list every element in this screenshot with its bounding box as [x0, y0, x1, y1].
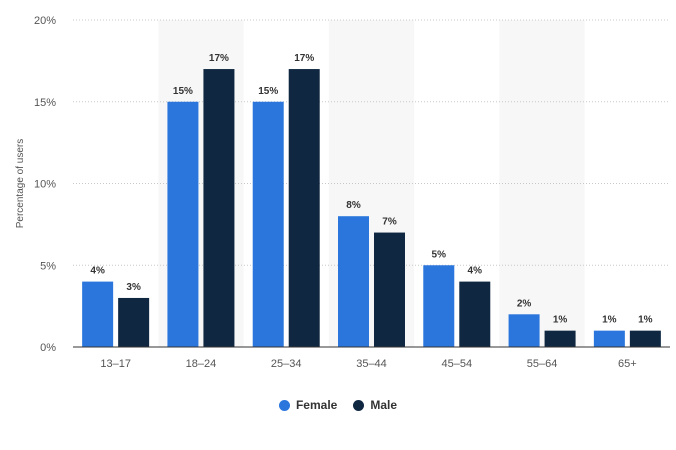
legend-label-male: Male — [370, 398, 398, 412]
bar-female[interactable] — [252, 101, 284, 347]
y-tick-label: 0% — [40, 342, 56, 354]
bar-female[interactable] — [167, 101, 199, 347]
data-label: 15% — [258, 86, 278, 97]
data-label: 17% — [209, 53, 229, 64]
x-tick-label: 25–34 — [271, 358, 302, 370]
chart-legend: Female Male — [0, 398, 676, 412]
data-label: 15% — [173, 86, 193, 97]
data-label: 5% — [432, 249, 447, 260]
y-tick-label: 15% — [34, 97, 56, 109]
bar-female[interactable] — [338, 216, 369, 347]
bar-female[interactable] — [593, 330, 625, 347]
category-band — [499, 20, 585, 347]
bar-male[interactable] — [459, 281, 491, 347]
x-tick-label: 13–17 — [100, 358, 131, 370]
bar-male[interactable] — [203, 69, 235, 348]
data-label: 1% — [638, 315, 653, 326]
bar-male[interactable] — [629, 330, 661, 347]
bar-female[interactable] — [82, 281, 114, 347]
data-label: 4% — [90, 266, 105, 277]
data-label: 1% — [602, 315, 617, 326]
legend-label-female: Female — [295, 398, 338, 412]
bar-male[interactable] — [544, 330, 576, 347]
data-label: 3% — [126, 282, 141, 293]
data-label: 2% — [517, 298, 532, 309]
legend-item-male[interactable]: Male — [353, 398, 397, 412]
data-label: 1% — [553, 315, 568, 326]
x-tick-label: 45–54 — [441, 358, 472, 370]
data-label: 7% — [382, 217, 397, 228]
data-label: 17% — [294, 53, 314, 64]
bar-female[interactable] — [423, 265, 455, 347]
bar-male[interactable] — [118, 297, 150, 347]
bar-female[interactable] — [508, 314, 540, 347]
legend-item-female[interactable]: Female — [278, 398, 338, 412]
x-tick-label: 65+ — [618, 358, 637, 370]
x-tick-label: 55–64 — [527, 358, 558, 370]
legend-swatch-male — [353, 399, 365, 411]
y-tick-label: 5% — [40, 260, 56, 272]
x-tick-label: 18–24 — [186, 358, 217, 370]
y-axis-title: Percentage of users — [15, 139, 26, 229]
data-label: 8% — [346, 200, 361, 211]
data-label: 4% — [468, 266, 483, 277]
legend-swatch-female — [278, 399, 290, 411]
x-tick-label: 35–44 — [356, 358, 387, 370]
y-tick-label: 20% — [34, 15, 56, 27]
bar-male[interactable] — [288, 69, 320, 348]
y-tick-label: 10% — [34, 179, 56, 191]
bar-male[interactable] — [374, 232, 405, 347]
